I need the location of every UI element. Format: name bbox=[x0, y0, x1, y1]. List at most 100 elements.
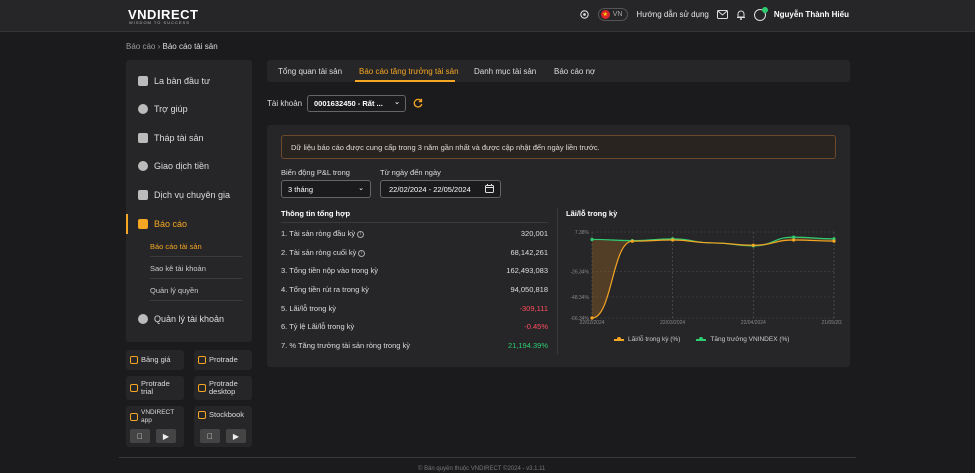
pl-period-value: 3 tháng bbox=[288, 185, 314, 194]
tile-label: Protrade desktop bbox=[209, 380, 238, 396]
tile-label-line: VNDIRECT bbox=[141, 409, 175, 416]
y-tick-label: -66.34% bbox=[570, 316, 589, 322]
tab-asset-growth-report[interactable]: Báo cáo tăng trưởng tài sản bbox=[359, 67, 459, 76]
help-icon bbox=[138, 104, 148, 114]
date-range-picker[interactable]: 22/02/2024 - 22/05/2024 bbox=[380, 180, 501, 198]
active-indicator bbox=[126, 214, 128, 234]
language-switch[interactable]: ★ VN bbox=[597, 8, 629, 21]
info-icon[interactable]: i bbox=[357, 230, 365, 238]
gear-icon[interactable] bbox=[579, 9, 590, 20]
tile-label: Bảng giá bbox=[141, 355, 171, 364]
tile-protrade[interactable]: Protrade bbox=[194, 350, 252, 370]
row-label-text: 1. Tài sản ròng đầu kỳ bbox=[281, 229, 356, 238]
tile-protrade-desktop[interactable]: Protrade desktop bbox=[194, 376, 252, 400]
logo-tagline: WISDOM TO SUCCESS bbox=[129, 20, 190, 25]
y-tick-label: 7.38% bbox=[575, 230, 590, 236]
tab-debt-report[interactable]: Báo cáo nợ bbox=[554, 67, 596, 76]
pl-point bbox=[751, 243, 755, 247]
sidebar-item-expert-service[interactable]: Dịch vụ chuyên gia bbox=[138, 187, 230, 203]
user-icon bbox=[138, 314, 148, 324]
pl-period-select[interactable]: 3 tháng ⌄ bbox=[281, 180, 371, 198]
apple-store-icon[interactable]:  bbox=[200, 429, 220, 443]
x-tick-label: 22/02/2024 bbox=[579, 320, 604, 326]
divider bbox=[150, 278, 242, 279]
breadcrumb-current: Báo cáo tài sản bbox=[162, 42, 218, 51]
pl-point bbox=[671, 238, 675, 242]
tile-label-line: app bbox=[141, 417, 152, 424]
info-icon[interactable]: i bbox=[358, 249, 366, 257]
summary-row-value: 320,001 bbox=[520, 229, 548, 238]
user-guide-link[interactable]: Hướng dẫn sử dụng bbox=[636, 10, 709, 19]
tab-asset-portfolio[interactable]: Danh mục tài sản bbox=[474, 67, 537, 76]
account-select[interactable]: 0001632450 - Rất ... ⌄ bbox=[307, 95, 406, 112]
breadcrumb-separator: › bbox=[157, 42, 161, 51]
x-tick-label: 22/04/2024 bbox=[741, 320, 766, 326]
sidebar-item-label: Quản lý tài khoản bbox=[154, 314, 225, 324]
pl-period-label: Biến động P&L trong bbox=[281, 168, 350, 177]
pl-chart[interactable]: 7.38% -26.34% -48.34% -66.34%22/02/2024 22/0… bbox=[562, 222, 842, 330]
tile-protrade-trial[interactable]: Protrade trial bbox=[126, 376, 184, 400]
pl-point bbox=[832, 239, 836, 243]
breadcrumb-root[interactable]: Báo cáo bbox=[126, 42, 156, 51]
sidebar-item-asset-tower[interactable]: Tháp tài sản bbox=[138, 130, 204, 146]
sidebar-item-money-transfer[interactable]: Giao dịch tiền bbox=[138, 158, 209, 174]
top-bar: VNDIRECT WISDOM TO SUCCESS ★ VN Hướng dẫ… bbox=[0, 0, 975, 32]
protrade-desktop-icon bbox=[198, 384, 206, 392]
legend-label: Lãi/lỗ trong kỳ (%) bbox=[628, 336, 681, 343]
chart-legend: Lãi/lỗ trong kỳ (%) Tăng trưởng VNINDEX … bbox=[614, 336, 789, 343]
compass-icon bbox=[138, 76, 148, 86]
sidebar-sub-permission[interactable]: Quản lý quyền bbox=[150, 286, 199, 295]
avatar[interactable] bbox=[753, 6, 768, 21]
protrade-trial-icon bbox=[130, 384, 138, 392]
vndirect-logo[interactable]: VNDIRECT bbox=[128, 7, 199, 22]
tile-price-board[interactable]: Bảng giá bbox=[126, 350, 184, 370]
language-label: VN bbox=[612, 11, 623, 18]
legend-item-vnindex[interactable]: Tăng trưởng VNINDEX (%) bbox=[696, 336, 789, 343]
tile-label: Stockbook bbox=[209, 410, 245, 419]
protrade-icon bbox=[198, 356, 206, 364]
user-name[interactable]: Nguyễn Thành Hiếu bbox=[773, 10, 849, 19]
sidebar-item-account-management[interactable]: Quản lý tài khoản bbox=[138, 311, 224, 327]
header-actions: ★ VN Hướng dẫn sử dụng Nguyễn Thành Hiếu bbox=[579, 6, 849, 21]
summary-row-value: 21,194.39% bbox=[507, 341, 548, 350]
chevron-down-icon: ⌄ bbox=[394, 99, 400, 106]
tile-label-line: trial bbox=[141, 387, 154, 396]
legend-label: Tăng trưởng VNINDEX (%) bbox=[710, 336, 790, 343]
vnindex-point bbox=[832, 237, 836, 241]
apple-store-icon[interactable]:  bbox=[130, 429, 150, 443]
sidebar-item-label: La bàn đầu tư bbox=[154, 76, 211, 86]
footer-divider bbox=[119, 457, 856, 458]
summary-row-label: 2. Tài sản ròng cuối kỳ i bbox=[281, 248, 366, 257]
stockbook-icon bbox=[198, 411, 206, 419]
pl-point bbox=[590, 316, 594, 320]
tab-asset-overview[interactable]: Tổng quan tài sản bbox=[278, 67, 343, 76]
sidebar-sub-account-statement[interactable]: Sao kê tài khoản bbox=[150, 264, 206, 273]
sidebar-item-help[interactable]: Trợ giúp bbox=[138, 101, 188, 117]
report-tabs: Tổng quan tài sản Báo cáo tăng trưởng tà… bbox=[267, 60, 850, 82]
mail-icon[interactable] bbox=[716, 10, 728, 19]
bell-icon[interactable] bbox=[736, 9, 746, 20]
vnindex-point bbox=[792, 235, 796, 239]
pl-point bbox=[792, 238, 796, 242]
refresh-icon[interactable] bbox=[413, 98, 423, 111]
google-play-icon[interactable]: ▶ bbox=[156, 429, 176, 443]
tile-label-line: Protrade bbox=[141, 379, 170, 388]
date-range-value: 22/02/2024 - 22/05/2024 bbox=[389, 185, 471, 194]
vnindex-point bbox=[590, 237, 594, 242]
sidebar-sub-asset-report[interactable]: Báo cáo tài sản bbox=[150, 242, 202, 251]
divider bbox=[281, 222, 548, 223]
pl-point bbox=[630, 239, 634, 243]
summary-row-label: 1. Tài sản ròng đầu kỳ i bbox=[281, 229, 365, 238]
legend-item-pl[interactable]: Lãi/lỗ trong kỳ (%) bbox=[614, 336, 680, 343]
sidebar-item-compass[interactable]: La bàn đầu tư bbox=[138, 73, 210, 89]
sidebar-item-label: Báo cáo bbox=[154, 219, 188, 229]
summary-row-label: 4. Tổng tiền rút ra trong kỳ bbox=[281, 285, 369, 294]
series-line-pl bbox=[591, 239, 835, 319]
vietnam-flag-icon: ★ bbox=[600, 10, 610, 19]
chart-title: Lãi/lỗ trong kỳ bbox=[566, 209, 618, 218]
calendar-icon bbox=[485, 184, 494, 195]
google-play-icon[interactable]: ▶ bbox=[226, 429, 246, 443]
x-tick-label: 22/03/2024 bbox=[660, 320, 685, 326]
sidebar-item-report[interactable]: Báo cáo bbox=[138, 216, 187, 232]
